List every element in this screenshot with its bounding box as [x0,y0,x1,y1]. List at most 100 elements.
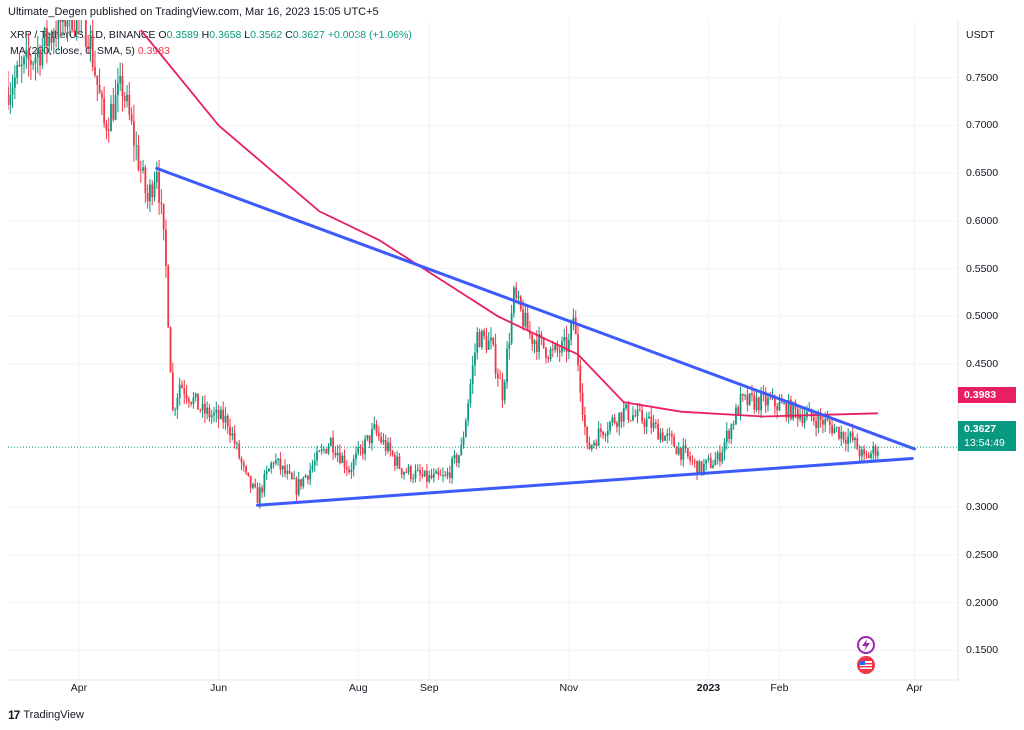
candle-body [128,94,131,115]
y-tick-label: 0.1500 [966,644,999,657]
candle-body [490,337,492,341]
brand-name: TradingView [23,709,84,721]
candle-body [865,454,868,456]
brand-footer[interactable]: 17 TradingView [8,708,84,722]
candle-body [165,229,167,266]
candle-body [517,296,520,298]
candle-body [847,436,850,444]
candle-body [664,435,666,441]
candle-body [851,432,854,441]
candle-body [20,64,23,67]
candle-body [666,433,669,436]
candle-body [682,445,685,460]
candle-body [144,167,147,193]
candle-body [116,83,119,96]
candle-body [778,401,781,411]
candle-body [842,431,845,440]
candle-body [428,474,431,482]
candle-body [606,430,609,436]
candle-body [705,459,708,464]
candle-body [89,34,92,50]
candle-body [838,427,840,439]
candle-body [57,20,60,39]
candle-body [158,171,160,203]
flag-icon[interactable] [857,656,875,674]
candle-body [828,420,831,425]
candle-body [709,458,712,468]
candle-body [309,469,312,480]
candle-body [755,397,758,410]
candle-body [485,336,488,350]
candle-body [515,287,518,298]
candle-body [256,487,259,504]
candle-body [595,442,598,446]
candle-body [332,437,334,453]
candle-body [84,20,87,47]
candle-body [558,350,561,353]
candle-body [835,427,838,429]
candle-body [609,422,611,431]
candle-body [572,317,575,322]
candle-body [458,455,460,464]
candle-body [107,129,110,132]
candle-body [503,382,506,401]
candle-body [844,439,847,444]
candle-body [73,29,76,33]
candle-body [455,454,458,464]
candle-body [382,439,385,443]
candle-body [139,169,142,171]
lightning-icon[interactable] [857,636,875,654]
y-tick-label: 0.7500 [966,71,999,84]
candle-body [279,458,282,470]
candle-body [316,451,318,461]
candle-body [785,402,788,418]
candle-body [716,452,719,460]
x-tick-label: Apr [906,682,923,694]
candle-body [409,466,412,479]
candle-body [162,204,165,230]
candle-body [874,446,877,456]
candle-body [210,415,213,418]
candle-body [373,424,376,429]
candle-body [650,416,653,428]
y-tick-label: 0.5500 [966,262,999,275]
candle-body [176,397,179,410]
candle-body [867,454,870,458]
candle-body [748,393,751,405]
candle-body [263,474,266,493]
candle-body [858,449,861,457]
ma-indicator-name[interactable]: MA (200, close, 0, SMA, 5) [10,45,135,57]
y-tick-label: 0.7000 [966,119,999,132]
candle-body [201,403,204,411]
candle-body [673,436,676,447]
candle-body [760,393,763,411]
candle-body [261,487,263,493]
candle-body [48,36,51,47]
candle-body [787,399,790,418]
candle-body [403,471,405,475]
candle-body [636,409,639,417]
open-label: O [158,29,167,41]
candle-body [741,394,744,396]
candle-body [215,409,218,413]
candle-body [728,430,730,439]
candle-body [801,415,804,423]
bar-countdown: 13:54:49 [964,437,1005,449]
candle-body [286,470,289,474]
candle-body [531,334,534,344]
candle-body [357,447,360,454]
candle-body [114,95,117,120]
candle-body [169,327,172,373]
candle-body [691,460,694,462]
candle-body [581,392,584,415]
candle-body [350,469,353,472]
candle-body [213,412,215,416]
candle-body [476,331,479,353]
candle-body [579,365,582,393]
candle-body [153,182,156,198]
candle-body [822,419,824,425]
candle-body [174,409,177,411]
candle-body [329,437,332,447]
candle-body [719,452,721,462]
